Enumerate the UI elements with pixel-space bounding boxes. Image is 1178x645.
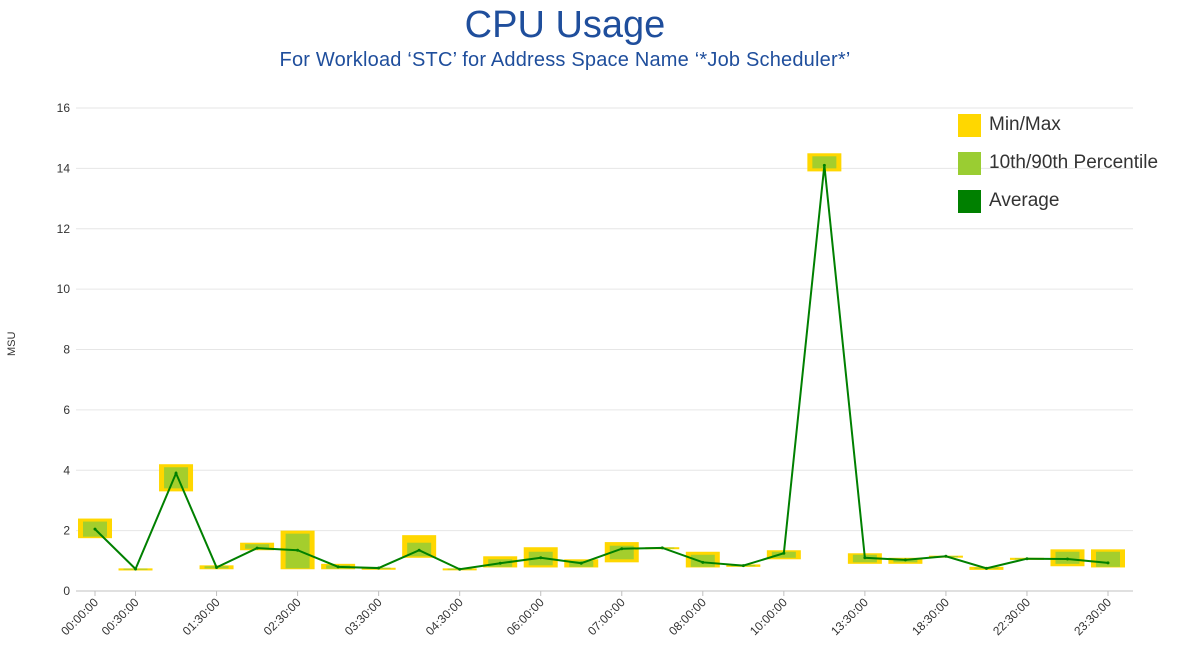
average-line xyxy=(94,165,1109,571)
average-point xyxy=(134,567,138,571)
x-tick-label: 00:00:00 xyxy=(58,595,101,638)
percentile-box xyxy=(771,551,796,558)
average-point xyxy=(620,547,624,551)
average-point xyxy=(1025,557,1029,561)
y-tick-label: 12 xyxy=(57,222,71,236)
legend-item-min-max[interactable]: Min/Max xyxy=(958,106,1158,144)
average-point xyxy=(782,551,786,555)
percentile-box xyxy=(164,467,189,489)
legend-swatch-min-max xyxy=(958,113,981,137)
legend-item-percentile[interactable]: 10th/90th Percentile xyxy=(958,144,1158,182)
legend-label-average: Average xyxy=(989,190,1060,211)
y-tick-label: 0 xyxy=(63,584,70,598)
y-tick-label: 14 xyxy=(57,161,71,175)
x-tick-label: 00:30:00 xyxy=(99,595,142,638)
average-point xyxy=(296,548,300,552)
x-tick-label: 08:00:00 xyxy=(666,595,709,638)
average-point xyxy=(215,565,219,569)
average-point xyxy=(660,546,664,550)
y-tick-label: 8 xyxy=(63,343,70,357)
legend-label-min-max: Min/Max xyxy=(989,114,1061,135)
average-point xyxy=(417,548,421,552)
average-point xyxy=(1106,561,1110,565)
y-tick-label: 16 xyxy=(57,101,71,115)
x-tick-label: 07:00:00 xyxy=(585,595,628,638)
legend-item-average[interactable]: Average xyxy=(958,182,1158,220)
y-tick-label: 10 xyxy=(57,282,71,296)
y-tick-label: 2 xyxy=(63,524,70,538)
percentile-box xyxy=(1096,551,1120,567)
x-tick-label: 22:30:00 xyxy=(990,595,1033,638)
chart-subtitle: For Workload ‘STC’ for Address Space Nam… xyxy=(279,49,851,71)
average-point xyxy=(336,565,340,569)
average-point xyxy=(822,163,826,167)
x-tick-label: 01:30:00 xyxy=(180,595,223,638)
y-tick-label: 6 xyxy=(63,403,70,417)
average-point xyxy=(863,556,867,560)
x-tick-label: 02:30:00 xyxy=(261,595,304,638)
average-point xyxy=(1065,557,1069,561)
percentile-box xyxy=(812,156,837,169)
average-point xyxy=(984,566,988,570)
x-tick-label: 10:00:00 xyxy=(747,595,790,638)
x-tick-label: 18:30:00 xyxy=(909,595,952,638)
x-tick-label: 04:30:00 xyxy=(423,595,466,638)
average-point xyxy=(579,561,583,565)
average-point xyxy=(498,561,502,565)
x-tick-label: 23:30:00 xyxy=(1071,595,1114,638)
average-point xyxy=(458,567,462,571)
average-point xyxy=(174,471,178,475)
legend-swatch-average xyxy=(958,189,981,213)
y-tick-label: 4 xyxy=(63,463,70,477)
average-point xyxy=(741,564,745,568)
average-point xyxy=(539,556,543,560)
x-tick-label: 03:30:00 xyxy=(342,595,385,638)
average-point xyxy=(255,546,259,550)
average-point xyxy=(701,560,705,564)
x-tick-label: 13:30:00 xyxy=(828,595,871,638)
percentile-box xyxy=(690,554,715,567)
average-point xyxy=(903,558,907,562)
chart-title: CPU Usage xyxy=(464,4,666,46)
x-tick-label: 06:00:00 xyxy=(504,595,547,638)
average-point xyxy=(377,566,381,570)
average-point xyxy=(944,554,948,558)
legend-swatch-percentile xyxy=(958,151,981,175)
percentile-box xyxy=(245,544,270,549)
average-point xyxy=(93,527,97,531)
legend-label-percentile: 10th/90th Percentile xyxy=(989,152,1159,173)
chart-legend: Min/Max 10th/90th Percentile Average xyxy=(958,106,1158,220)
